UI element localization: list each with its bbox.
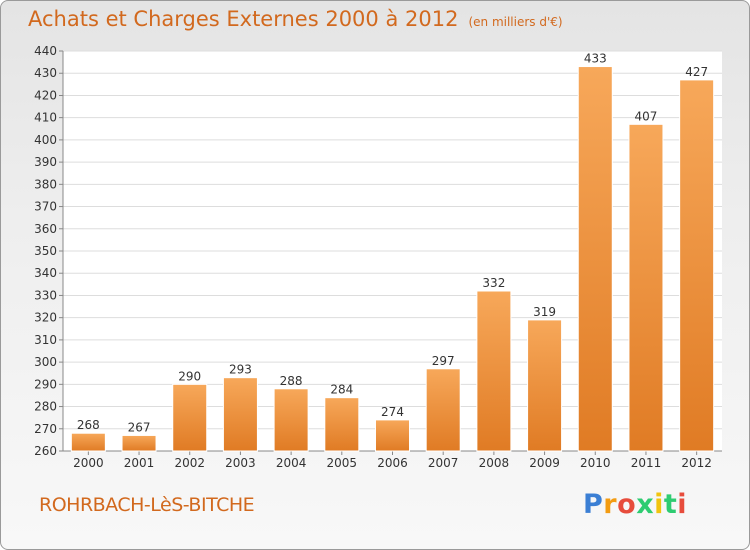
- x-tick-label: 2006: [377, 456, 408, 470]
- x-tick-label: 2007: [428, 456, 459, 470]
- data-label: 274: [381, 405, 404, 419]
- data-label: 433: [584, 52, 607, 66]
- y-tick-label: 380: [34, 177, 57, 191]
- x-tick-label: 2011: [631, 456, 662, 470]
- x-tick-label: 2008: [479, 456, 510, 470]
- y-tick-label: 310: [34, 333, 57, 347]
- x-tick-label: 2009: [529, 456, 560, 470]
- data-label: 407: [635, 109, 658, 123]
- bar-2012: [679, 79, 715, 452]
- data-label: 290: [178, 369, 201, 383]
- logo-letter: i: [654, 489, 664, 520]
- y-tick-label: 280: [34, 400, 57, 414]
- chart-title: Achats et Charges Externes 2000 à 2012 (e…: [28, 7, 563, 31]
- bar-2003: [222, 377, 258, 452]
- y-tick-label: 360: [34, 222, 57, 236]
- y-tick-label: 340: [34, 266, 57, 280]
- data-label: 284: [330, 383, 353, 397]
- y-tick-label: 300: [34, 355, 57, 369]
- bar-2010: [577, 66, 613, 452]
- bars: [70, 66, 715, 452]
- bar-2009: [527, 319, 563, 452]
- unit-label: (en milliers d'€): [468, 15, 563, 29]
- bar-2002: [172, 383, 208, 452]
- bar-2005: [324, 397, 360, 452]
- bar-2000: [70, 432, 106, 452]
- y-tick-label: 420: [34, 88, 57, 102]
- y-tick-label: 350: [34, 244, 57, 258]
- data-label: 267: [128, 420, 151, 434]
- x-tick-label: 2002: [174, 456, 205, 470]
- data-label: 297: [432, 354, 455, 368]
- bar-2008: [476, 290, 512, 452]
- bar-2011: [628, 123, 664, 452]
- y-tick-label: 330: [34, 288, 57, 302]
- y-tick-label: 440: [34, 44, 57, 58]
- y-tick-label: 390: [34, 155, 57, 169]
- x-tick-label: 2000: [73, 456, 104, 470]
- x-tick-label: 2003: [225, 456, 256, 470]
- logo-letter: x: [636, 489, 655, 520]
- proxiti-logo: Proxiti: [583, 489, 687, 520]
- data-label: 293: [229, 363, 252, 377]
- logo-letter: o: [617, 489, 637, 520]
- x-tick-label: 2010: [580, 456, 611, 470]
- data-label: 319: [533, 305, 556, 319]
- data-label: 288: [280, 374, 303, 388]
- bar-2004: [273, 388, 309, 452]
- grid-lines: [63, 50, 722, 452]
- y-tick-label: 430: [34, 66, 57, 80]
- y-tick-label: 290: [34, 377, 57, 391]
- y-tick-label: 400: [34, 133, 57, 147]
- x-tick-label: 2004: [276, 456, 307, 470]
- y-tick-label: 410: [34, 111, 57, 125]
- title-text: Achats et Charges Externes 2000 à 2012: [28, 7, 459, 31]
- bar-2007: [425, 368, 461, 452]
- x-tick-label: 2012: [681, 456, 712, 470]
- logo-letter: P: [583, 489, 604, 520]
- y-tick-label: 320: [34, 311, 57, 325]
- y-tick-label: 260: [34, 444, 57, 458]
- bar-2001: [121, 434, 157, 452]
- logo-letter: t: [663, 489, 678, 520]
- data-label: 268: [77, 418, 100, 432]
- y-tick-label: 370: [34, 200, 57, 214]
- x-tick-label: 2001: [124, 456, 155, 470]
- data-label: 427: [685, 65, 708, 79]
- bar-2006: [375, 419, 410, 452]
- commune-name: ROHRBACH-LèS-BITCHE: [39, 494, 255, 516]
- data-label: 332: [482, 276, 505, 290]
- logo-letter: r: [603, 489, 618, 520]
- x-tick-label: 2005: [327, 456, 358, 470]
- axes: 260 270 280 290 300 310 320 330 340 350 360 370 380 3…: [34, 44, 722, 470]
- logo-letter: i: [677, 489, 688, 520]
- data-labels: 268 267 290 293 288 284 274 297 332 319 433 407 427: [77, 52, 708, 435]
- y-tick-label: 270: [34, 422, 57, 436]
